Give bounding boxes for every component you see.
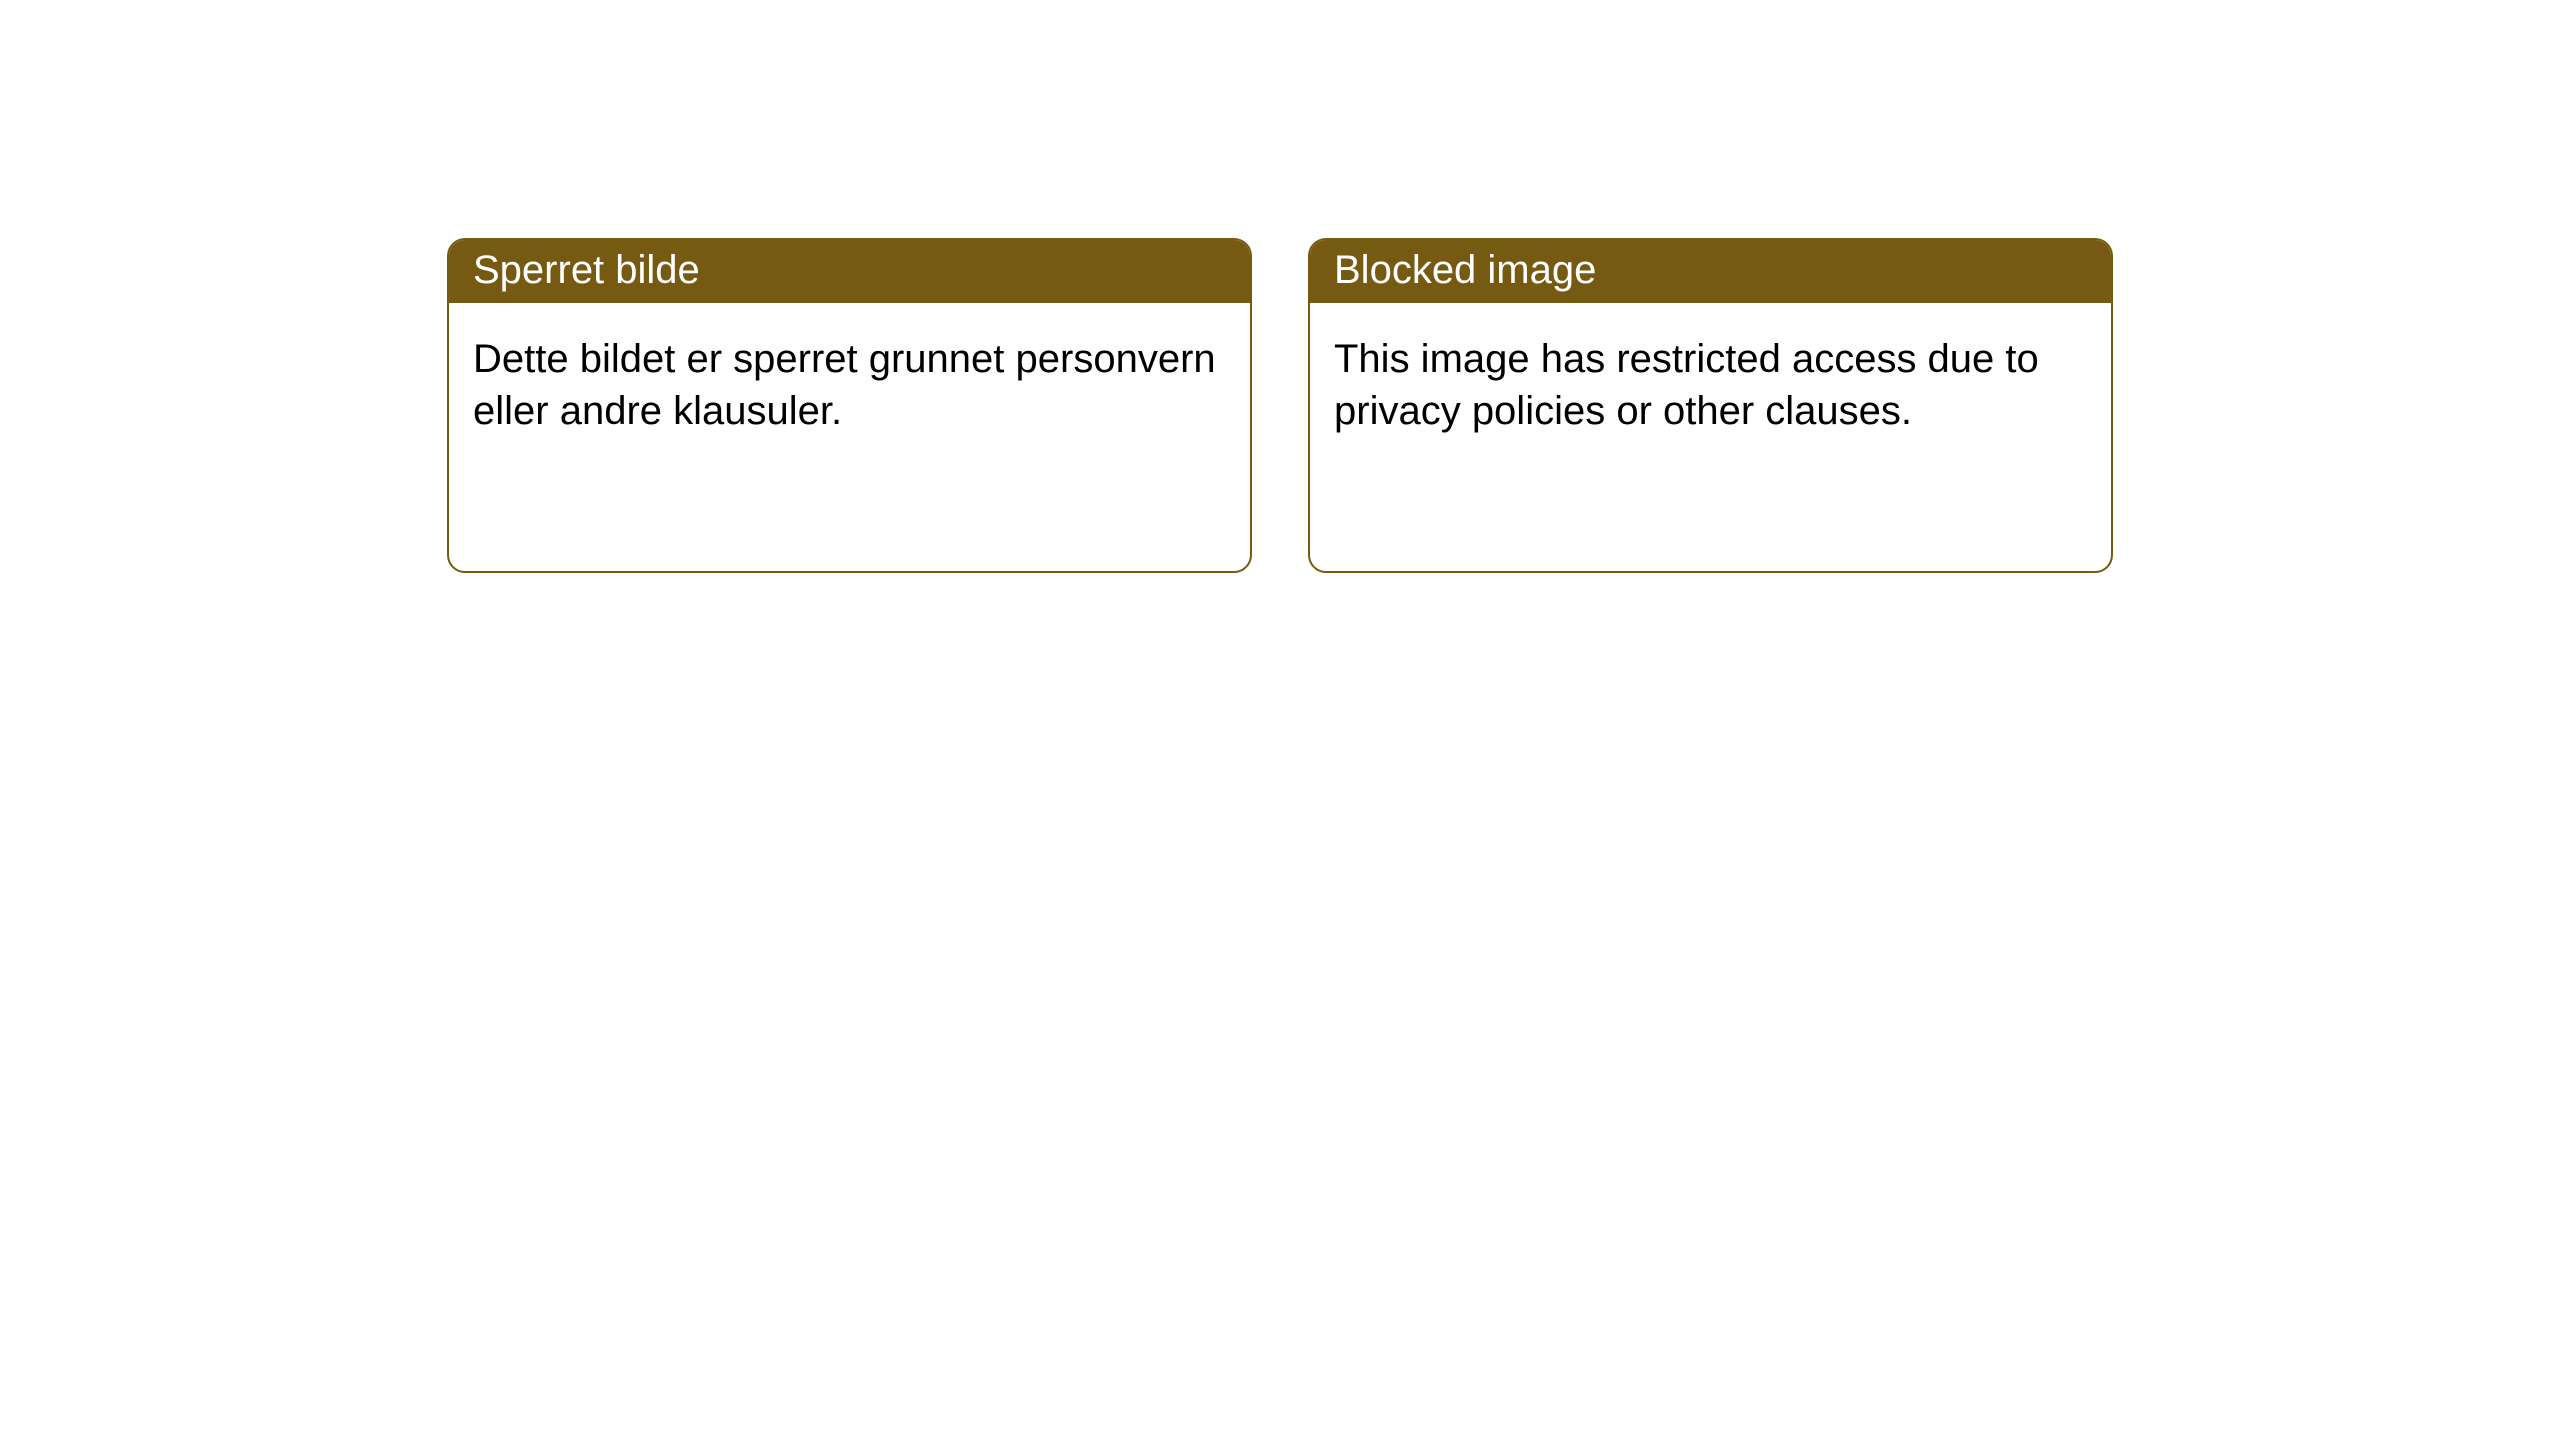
card-body-text: This image has restricted access due to … [1310, 303, 2111, 467]
card-title: Blocked image [1310, 240, 2111, 303]
notice-card-norwegian: Sperret bilde Dette bildet er sperret gr… [447, 238, 1252, 573]
notice-card-english: Blocked image This image has restricted … [1308, 238, 2113, 573]
card-body-text: Dette bildet er sperret grunnet personve… [449, 303, 1250, 467]
card-title: Sperret bilde [449, 240, 1250, 303]
card-container: Sperret bilde Dette bildet er sperret gr… [0, 0, 2560, 573]
